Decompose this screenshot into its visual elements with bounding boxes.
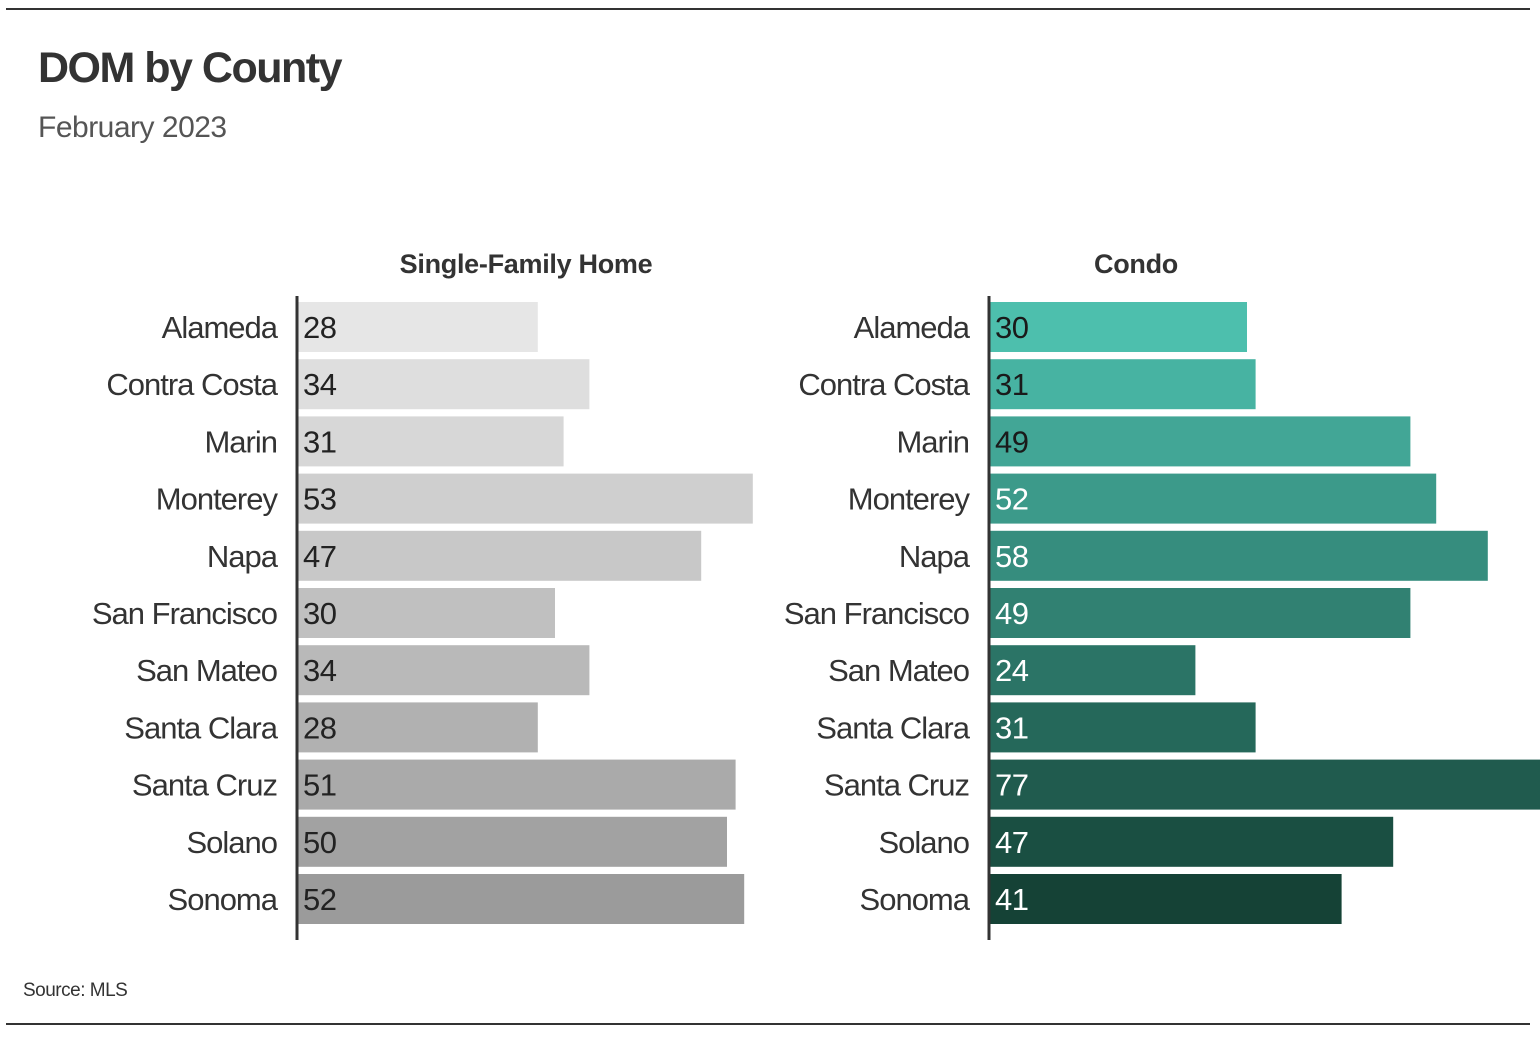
sfh-category-label: Solano (186, 825, 277, 860)
condo-category-label: Sonoma (860, 882, 971, 917)
sfh-value-label: 52 (303, 882, 336, 917)
sfh-category-label: Marin (204, 424, 277, 459)
condo-value-label: 49 (995, 424, 1028, 459)
condo-panel-title: Condo (1094, 249, 1178, 279)
chart-title: DOM by County (38, 44, 342, 92)
sfh-panel-title: Single-Family Home (400, 249, 653, 279)
condo-value-label: 41 (995, 882, 1028, 917)
condo-bar-6 (989, 645, 1196, 696)
condo-category-label: Contra Costa (798, 367, 970, 402)
condo-category-label: Santa Clara (816, 710, 970, 745)
source-note: Source: MLS (23, 980, 128, 1001)
condo-value-label: 30 (995, 310, 1029, 345)
condo-category-label: San Francisco (784, 596, 969, 631)
chart-subtitle: February 2023 (38, 111, 227, 144)
condo-value-label: 52 (995, 482, 1028, 517)
sfh-category-label: Napa (207, 539, 279, 574)
sfh-bar-5 (297, 588, 555, 638)
sfh-value-label: 31 (303, 424, 336, 459)
condo-category-label: Solano (878, 825, 969, 860)
sfh-category-label: Sonoma (168, 882, 279, 917)
condo-value-label: 47 (995, 825, 1028, 860)
condo-bar-7 (989, 702, 1256, 753)
condo-category-label: Alameda (854, 310, 971, 345)
condo-bar-0 (989, 302, 1247, 352)
sfh-category-label: San Mateo (136, 653, 277, 688)
sfh-category-label: San Francisco (92, 596, 277, 631)
sfh-value-label: 51 (303, 768, 336, 803)
sfh-bar-3 (297, 473, 753, 524)
condo-category-label: Napa (899, 539, 971, 574)
sfh-category-label: Monterey (156, 482, 279, 517)
condo-value-label: 24 (995, 653, 1029, 688)
condo-value-label: 77 (995, 768, 1028, 803)
sfh-bar-9 (297, 816, 727, 867)
sfh-value-label: 50 (303, 825, 337, 860)
sfh-category-label: Contra Costa (106, 367, 278, 402)
condo-bar-2 (989, 416, 1411, 467)
condo-bar-5 (989, 588, 1411, 638)
condo-bar-1 (989, 359, 1256, 410)
condo-value-label: 49 (995, 596, 1028, 631)
sfh-category-label: Santa Cruz (132, 768, 277, 803)
condo-value-label: 58 (995, 539, 1028, 574)
condo-category-label: San Mateo (828, 653, 969, 688)
condo-category-label: Monterey (848, 482, 971, 517)
sfh-bar-2 (297, 416, 564, 467)
sfh-value-label: 30 (303, 596, 337, 631)
top-rule (6, 8, 1530, 10)
sfh-value-label: 28 (303, 710, 336, 745)
sfh-bar-7 (297, 702, 538, 753)
condo-category-label: Marin (896, 424, 969, 459)
condo-bar-9 (989, 816, 1394, 867)
sfh-bar-0 (297, 302, 538, 352)
condo-bar-8 (989, 759, 1540, 810)
sfh-bar-10 (297, 874, 745, 924)
condo-value-label: 31 (995, 710, 1028, 745)
condo-value-label: 31 (995, 367, 1028, 402)
sfh-bar-4 (297, 530, 702, 581)
sfh-bar-8 (297, 759, 736, 810)
condo-bar-4 (989, 530, 1488, 581)
condo-bar-3 (989, 473, 1437, 524)
sfh-value-label: 34 (303, 653, 337, 688)
sfh-bar-1 (297, 359, 590, 410)
condo-category-label: Santa Cruz (824, 768, 969, 803)
sfh-value-label: 47 (303, 539, 336, 574)
sfh-category-label: Alameda (162, 310, 279, 345)
sfh-bar-6 (297, 645, 590, 696)
sfh-value-label: 34 (303, 367, 337, 402)
condo-bar-10 (989, 874, 1342, 924)
sfh-value-label: 53 (303, 482, 336, 517)
bottom-rule (6, 1023, 1530, 1025)
sfh-value-label: 28 (303, 310, 336, 345)
sfh-category-label: Santa Clara (124, 710, 278, 745)
